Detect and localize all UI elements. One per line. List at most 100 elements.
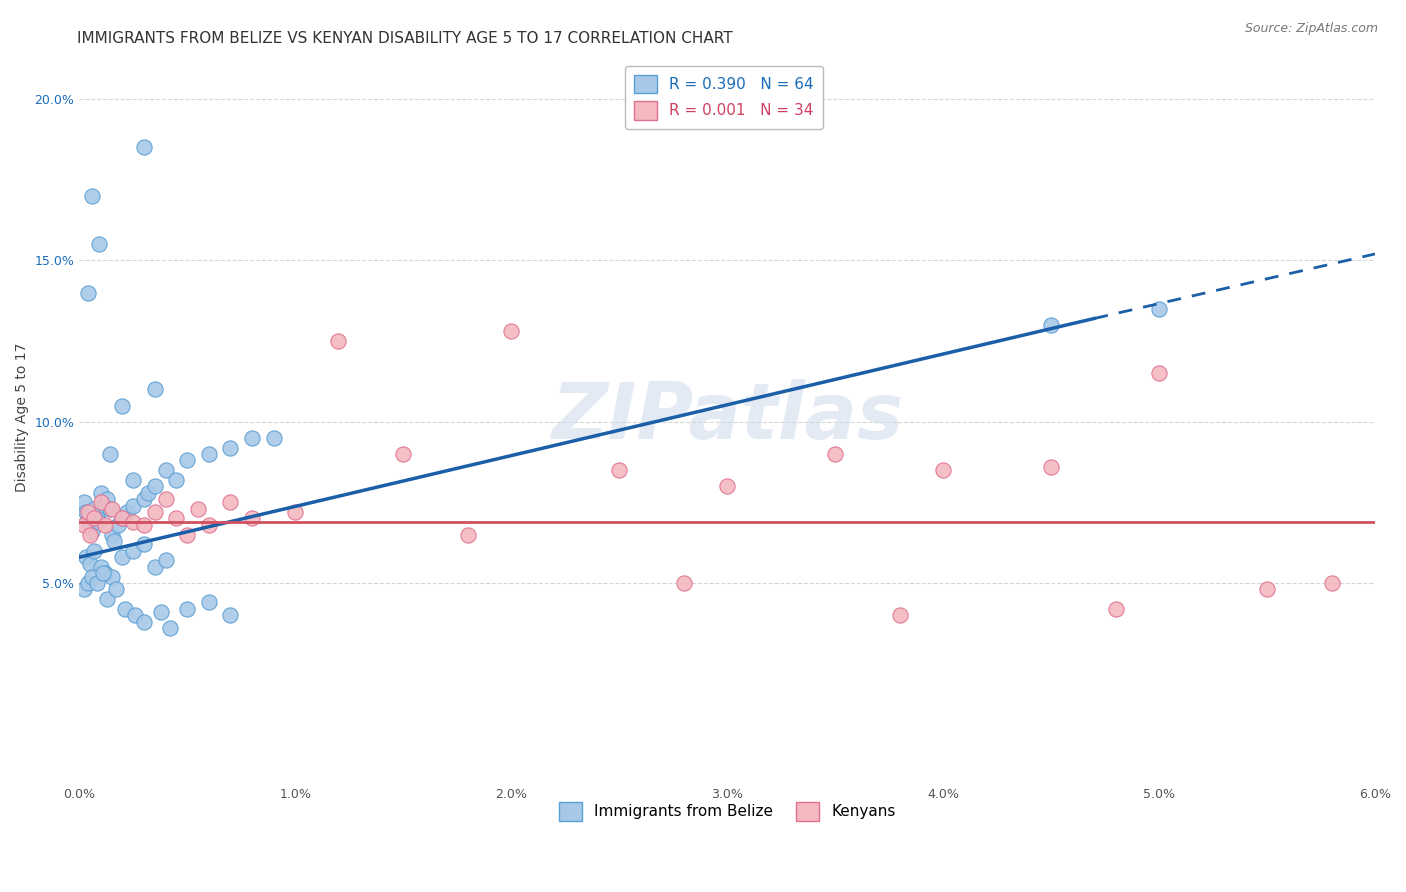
Point bbox=[132, 492, 155, 507]
Point bbox=[240, 511, 263, 525]
Point bbox=[83, 543, 105, 558]
Point bbox=[83, 511, 105, 525]
Point bbox=[79, 517, 101, 532]
Point bbox=[77, 285, 100, 300]
Point bbox=[96, 592, 118, 607]
Point bbox=[198, 517, 221, 532]
Point bbox=[107, 517, 129, 532]
Point bbox=[122, 499, 145, 513]
Point bbox=[87, 237, 110, 252]
Point bbox=[91, 566, 114, 581]
Point bbox=[98, 501, 121, 516]
Point bbox=[240, 431, 263, 445]
Point bbox=[824, 447, 846, 461]
Point bbox=[155, 463, 177, 477]
Point bbox=[1040, 318, 1063, 332]
Point bbox=[94, 499, 117, 513]
Point bbox=[198, 447, 221, 461]
Point bbox=[103, 534, 125, 549]
Point bbox=[94, 517, 117, 532]
Point bbox=[90, 560, 112, 574]
Legend: Immigrants from Belize, Kenyans: Immigrants from Belize, Kenyans bbox=[553, 796, 901, 827]
Point bbox=[607, 463, 630, 477]
Point bbox=[501, 324, 523, 338]
Point bbox=[82, 569, 104, 583]
Point bbox=[716, 479, 738, 493]
Point bbox=[94, 566, 117, 581]
Point bbox=[1105, 602, 1128, 616]
Point bbox=[143, 505, 166, 519]
Text: Source: ZipAtlas.com: Source: ZipAtlas.com bbox=[1244, 22, 1378, 36]
Point bbox=[1320, 576, 1343, 591]
Point bbox=[198, 595, 221, 609]
Point bbox=[155, 492, 177, 507]
Point bbox=[932, 463, 955, 477]
Point bbox=[100, 527, 122, 541]
Point bbox=[457, 527, 479, 541]
Point bbox=[1147, 367, 1170, 381]
Point bbox=[72, 495, 94, 509]
Point bbox=[143, 479, 166, 493]
Point bbox=[79, 527, 101, 541]
Point bbox=[132, 537, 155, 551]
Point bbox=[1147, 301, 1170, 316]
Point bbox=[284, 505, 307, 519]
Point bbox=[187, 501, 209, 516]
Point bbox=[166, 473, 188, 487]
Point bbox=[219, 441, 242, 455]
Point bbox=[75, 505, 97, 519]
Point bbox=[77, 511, 100, 525]
Point bbox=[263, 431, 285, 445]
Point bbox=[176, 527, 198, 541]
Point bbox=[219, 495, 242, 509]
Point bbox=[114, 602, 136, 616]
Point bbox=[138, 485, 160, 500]
Point bbox=[143, 560, 166, 574]
Point bbox=[328, 334, 350, 348]
Point bbox=[115, 505, 138, 519]
Point bbox=[159, 621, 181, 635]
Point bbox=[72, 517, 94, 532]
Point bbox=[150, 605, 173, 619]
Point bbox=[122, 543, 145, 558]
Point bbox=[111, 511, 134, 525]
Point bbox=[96, 492, 118, 507]
Point bbox=[143, 383, 166, 397]
Point bbox=[86, 576, 108, 591]
Point bbox=[392, 447, 415, 461]
Point bbox=[86, 508, 108, 523]
Point bbox=[122, 473, 145, 487]
Point bbox=[105, 582, 128, 597]
Point bbox=[132, 615, 155, 629]
Point bbox=[132, 517, 155, 532]
Point bbox=[166, 511, 188, 525]
Point bbox=[219, 608, 242, 623]
Point bbox=[77, 505, 100, 519]
Point bbox=[87, 515, 110, 529]
Point bbox=[111, 511, 134, 525]
Point bbox=[1040, 459, 1063, 474]
Text: ZIPatlas: ZIPatlas bbox=[551, 379, 903, 455]
Point bbox=[124, 608, 146, 623]
Point bbox=[155, 553, 177, 567]
Point bbox=[75, 550, 97, 565]
Y-axis label: Disability Age 5 to 17: Disability Age 5 to 17 bbox=[15, 343, 30, 491]
Point bbox=[176, 453, 198, 467]
Point bbox=[83, 501, 105, 516]
Point bbox=[100, 569, 122, 583]
Point bbox=[132, 140, 155, 154]
Point bbox=[122, 515, 145, 529]
Point bbox=[72, 582, 94, 597]
Point bbox=[111, 550, 134, 565]
Point bbox=[98, 447, 121, 461]
Point bbox=[889, 608, 911, 623]
Point bbox=[1256, 582, 1278, 597]
Text: IMMIGRANTS FROM BELIZE VS KENYAN DISABILITY AGE 5 TO 17 CORRELATION CHART: IMMIGRANTS FROM BELIZE VS KENYAN DISABIL… bbox=[77, 31, 733, 46]
Point bbox=[90, 495, 112, 509]
Point bbox=[90, 485, 112, 500]
Point bbox=[82, 189, 104, 203]
Point bbox=[100, 501, 122, 516]
Point bbox=[77, 576, 100, 591]
Point bbox=[176, 602, 198, 616]
Point bbox=[82, 524, 104, 539]
